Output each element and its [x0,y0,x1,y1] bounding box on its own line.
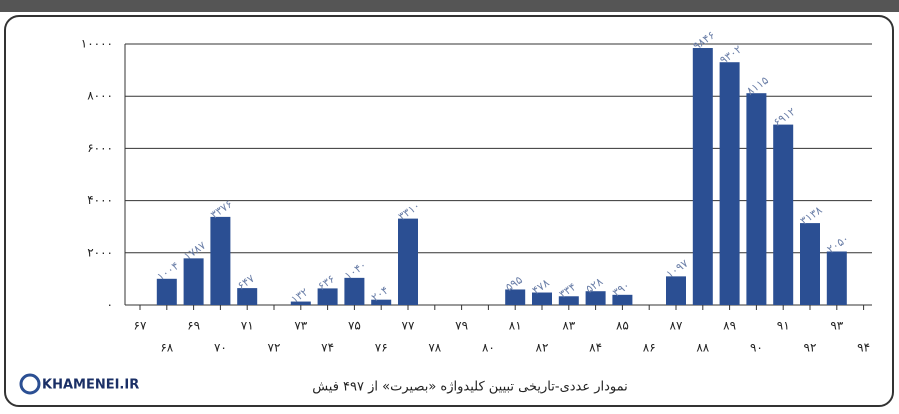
y-tick-label: ۱۰۰۰۰ [81,37,113,51]
x-tick-label: ۷۴ [321,341,334,355]
chart-title: نمودار عددی-تاریخی تبیین کلیدواژه «بصیرت… [312,380,628,395]
x-tick-label: ۸۹ [723,319,736,333]
bar [827,251,847,305]
x-tick-label: ۸۳ [562,319,575,333]
bar [693,48,713,305]
bar [210,217,230,305]
x-tick-label: ۸۴ [589,341,602,355]
logo-text: KHAMENEI.IR [42,378,139,393]
x-tick-label: ۷۱ [241,319,254,333]
bar [344,278,364,305]
y-tick-label: ۰ [107,298,113,312]
x-tick-label: ۸۰ [482,341,495,355]
x-tick-label: ۹۴ [857,341,870,355]
x-tick-label: ۷۷ [402,319,415,333]
x-tick-label: ۸۶ [643,341,656,355]
x-tick-label: ۸۸ [696,341,709,355]
bar [157,279,177,305]
y-tick-label: ۶۰۰۰ [87,141,113,155]
bar [800,223,820,305]
x-tick-label: ۷۰ [214,341,227,355]
y-tick-label: ۸۰۰۰ [87,89,113,103]
bar [720,62,740,305]
x-tick-label: ۹۰ [750,341,763,355]
bar [398,219,418,305]
x-tick-label: ۷۳ [294,319,307,333]
x-tick-label: ۶۷ [134,319,147,333]
x-tick-label: ۹۱ [777,319,790,333]
x-tick-label: ۶۸ [160,341,173,355]
x-tick-label: ۸۱ [509,319,522,333]
top-strip [0,0,899,12]
y-tick-label: ۴۰۰۰ [87,193,113,207]
x-tick-label: ۶۹ [187,319,200,333]
x-tick-label: ۷۲ [268,341,281,355]
bar [773,125,793,305]
x-tick-label: ۹۳ [830,319,843,333]
x-tick-label: ۷۹ [455,319,468,333]
x-tick-label: ۹۲ [804,341,817,355]
x-tick-label: ۸۲ [536,341,549,355]
bar [184,258,204,305]
x-tick-label: ۷۸ [428,341,441,355]
x-tick-label: ۸۵ [616,319,629,333]
x-tick-label: ۷۶ [375,341,388,355]
bar [666,276,686,305]
x-tick-label: ۸۷ [670,319,683,333]
x-tick-label: ۷۵ [348,319,361,333]
chart: KHAMENEI.IR نمودار عددی-تاریخی تبیین کلی… [0,0,899,410]
y-tick-label: ۲۰۰۰ [87,245,113,259]
bar [746,93,766,305]
